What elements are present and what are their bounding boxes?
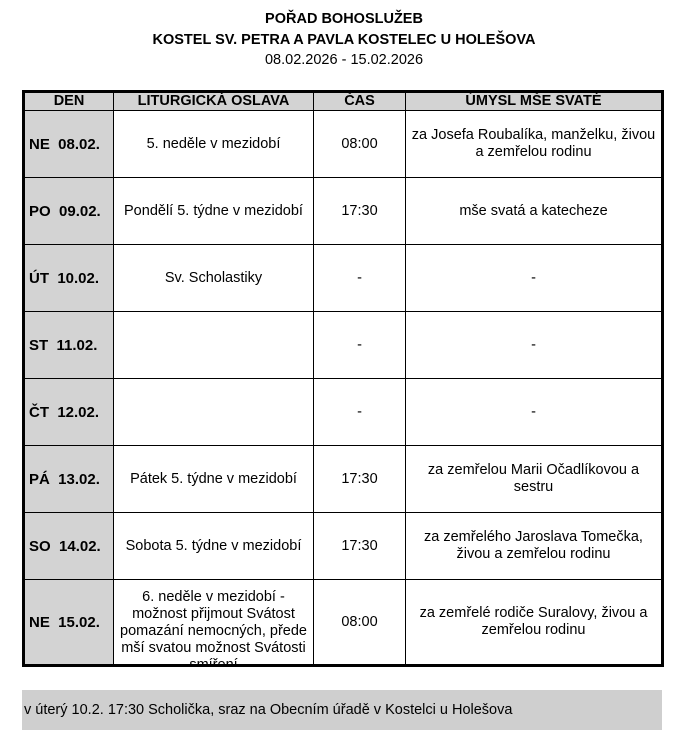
announcement-note: v úterý 10.2. 17:30 Scholička, sraz na O… [22, 690, 662, 730]
time-cell: 08:00 [313, 110, 406, 178]
celebration-cell: 6. neděle v mezidobí - možnost přijmout … [113, 579, 314, 666]
celebration-cell: Pátek 5. týdne v mezidobí [113, 445, 314, 513]
intention-cell: za Josefa Roubalíka, manželku, živou a z… [405, 110, 663, 178]
celebration-cell: Sobota 5. týdne v mezidobí [113, 512, 314, 580]
intention-cell: - [405, 244, 663, 312]
table-row: NE 15.02. 6. neděle v mezidobí - možnost … [23, 579, 663, 666]
time-cell: - [313, 311, 406, 379]
day-cell: PÁ 13.02. [23, 445, 114, 513]
column-header-time: ČAS [313, 91, 406, 111]
intention-cell: za zemřelou Marii Očadlíkovou a sestru [405, 445, 663, 513]
intention-cell: za zemřelé rodiče Suralovy, živou a zemř… [405, 579, 663, 666]
day-cell: PO 09.02. [23, 177, 114, 245]
celebration-cell [113, 311, 314, 379]
time-cell: - [313, 244, 406, 312]
time-cell: - [313, 378, 406, 446]
column-header-intention: ÚMYSL MŠE SVATÉ [405, 91, 663, 111]
intention-cell: - [405, 378, 663, 446]
time-cell: 08:00 [313, 579, 406, 666]
time-cell: 17:30 [313, 177, 406, 245]
day-cell: NE 15.02. [23, 579, 114, 666]
table-row: ÚT 10.02. Sv. Scholastiky - - [23, 244, 663, 312]
intention-cell: - [405, 311, 663, 379]
day-cell: ÚT 10.02. [23, 244, 114, 312]
table-row: NE 08.02. 5. neděle v mezidobí 08:00 za Jos… [23, 110, 663, 178]
table-header-row: DEN LITURGICKÁ OSLAVA ČAS ÚMYSL MŠE SVAT… [23, 91, 663, 111]
column-header-day: DEN [23, 91, 114, 111]
day-cell: NE 08.02. [23, 110, 114, 178]
document-title: POŘAD BOHOSLUŽEB [265, 11, 423, 27]
table-row: ČT 12.02. - - [23, 378, 663, 446]
column-header-celebration: LITURGICKÁ OSLAVA [113, 91, 314, 111]
celebration-cell: Pondělí 5. týdne v mezidobí [113, 177, 314, 245]
table-row: PÁ 13.02. Pátek 5. týdne v mezidobí 17:30 z… [23, 445, 663, 513]
celebration-cell [113, 378, 314, 446]
intention-cell: mše svatá a katecheze [405, 177, 663, 245]
time-cell: 17:30 [313, 445, 406, 513]
time-cell: 17:30 [313, 512, 406, 580]
table-row: SO 14.02. Sobota 5. týdne v mezidobí 17:30… [23, 512, 663, 580]
schedule-table: DEN LITURGICKÁ OSLAVA ČAS ÚMYSL MŠE SVAT… [22, 90, 664, 667]
celebration-cell: 5. neděle v mezidobí [113, 110, 314, 178]
day-cell: ČT 12.02. [23, 378, 114, 446]
table-row: PO 09.02. Pondělí 5. týdne v mezidobí 17:3… [23, 177, 663, 245]
table-row: ST 11.02. - - [23, 311, 663, 379]
intention-cell: za zemřelého Jaroslava Tomečka, živou a … [405, 512, 663, 580]
day-cell: ST 11.02. [23, 311, 114, 379]
day-cell: SO 14.02. [23, 512, 114, 580]
church-name: KOSTEL SV. PETRA A PAVLA KOSTELEC U HOLE… [152, 32, 536, 48]
celebration-cell: Sv. Scholastiky [113, 244, 314, 312]
date-range: 08.02.2026 - 15.02.2026 [264, 52, 424, 68]
